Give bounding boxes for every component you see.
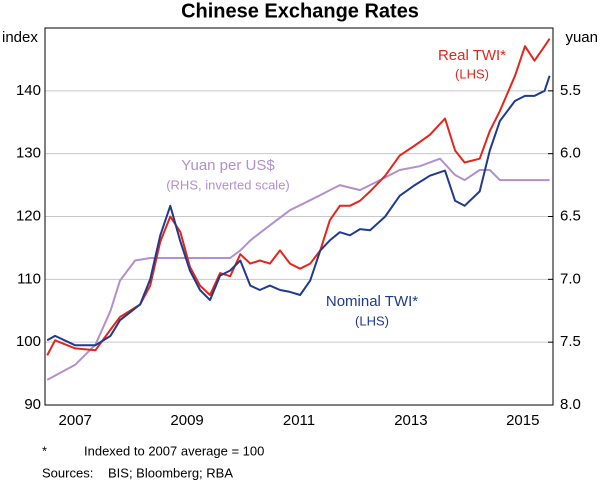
y2-tick-label: 7.0 <box>560 270 581 287</box>
y-tick-label: 140 <box>16 82 41 99</box>
plot-area <box>45 38 553 406</box>
y-tick-label: 120 <box>16 207 41 224</box>
annotation: Nominal TWI* <box>326 293 418 310</box>
annotation: Yuan per US$ <box>181 157 275 174</box>
x-tick-label: 2013 <box>394 412 427 429</box>
line-series <box>46 75 551 347</box>
line-series <box>46 157 550 381</box>
footnote: Indexed to 2007 average = 100 <box>84 443 264 458</box>
annotation: (LHS) <box>455 66 489 81</box>
chart-title: Chinese Exchange Rates <box>181 0 419 22</box>
y-tick-label: 130 <box>16 145 41 162</box>
x-tick-label: 2007 <box>59 412 92 429</box>
footnote-mark: * <box>42 443 47 458</box>
y2-tick-label: 8.0 <box>560 396 581 413</box>
annotation: (LHS) <box>355 313 389 328</box>
line-series <box>46 38 551 356</box>
y-tick-label: 90 <box>24 396 41 413</box>
annotation: (RHS, inverted scale) <box>166 177 290 192</box>
y2-axis-label: yuan <box>565 29 598 46</box>
y-tick-label: 110 <box>17 270 41 287</box>
annotation: Real TWI* <box>438 47 506 64</box>
y-tick-label: 100 <box>16 333 41 350</box>
x-tick-label: 2009 <box>170 412 203 429</box>
x-tick-label: 2015 <box>506 412 539 429</box>
x-tick-label: 2011 <box>283 412 315 429</box>
y2-tick-label: 7.5 <box>560 333 581 350</box>
y2-tick-label: 6.5 <box>560 207 581 224</box>
sources: BIS; Bloomberg; RBA <box>108 465 233 480</box>
y2-tick-label: 5.5 <box>560 82 581 99</box>
sources-label: Sources: <box>42 465 93 480</box>
y2-tick-label: 6.0 <box>560 145 581 162</box>
y-axis-label: index <box>2 29 38 46</box>
